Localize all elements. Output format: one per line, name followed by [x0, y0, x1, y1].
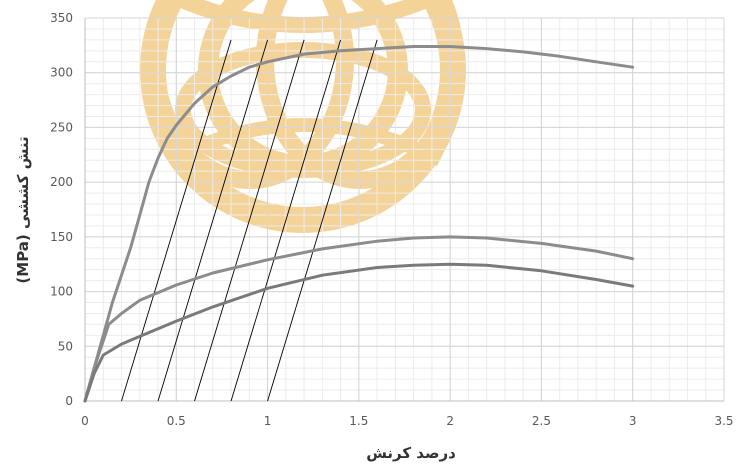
y-tick-label: 350	[50, 11, 73, 25]
offset-line	[157, 39, 269, 402]
offset-line	[194, 39, 305, 402]
x-tick-labels: 0 0.5 1 1.5 2 2.5 3 3.5	[81, 414, 733, 428]
y-tick-label: 300	[50, 66, 73, 80]
x-axis-title: درصد کرنش	[366, 444, 456, 462]
series-line	[83, 45, 635, 403]
x-tick-label: 1	[264, 414, 272, 428]
y-tick-label: 0	[65, 394, 73, 408]
x-tick-label: 2	[446, 414, 454, 428]
x-tick-label: 0	[81, 414, 89, 428]
y-tick-label: 100	[50, 285, 73, 299]
series-line	[83, 235, 635, 403]
series-lines	[83, 45, 635, 403]
y-tick-label: 50	[58, 339, 73, 353]
x-tick-label: 3.5	[714, 414, 733, 428]
x-tick-label: 0.5	[167, 414, 186, 428]
y-axis-title: (MPa) تنش کششی	[14, 136, 32, 283]
x-tick-label: 3	[629, 414, 637, 428]
y-tick-labels: 0 50 100 150 200 250 300 350	[50, 11, 73, 408]
offset-lines	[121, 39, 378, 402]
axes	[84, 18, 724, 402]
x-tick-label: 1.5	[349, 414, 368, 428]
series-line	[83, 262, 635, 403]
y-tick-label: 250	[50, 120, 73, 134]
watermark-logo	[140, 0, 466, 233]
y-tick-label: 150	[50, 230, 73, 244]
offset-line	[121, 39, 232, 402]
offset-line	[267, 39, 378, 402]
y-tick-label: 200	[50, 175, 73, 189]
offset-line	[230, 39, 342, 402]
x-tick-label: 2.5	[532, 414, 551, 428]
